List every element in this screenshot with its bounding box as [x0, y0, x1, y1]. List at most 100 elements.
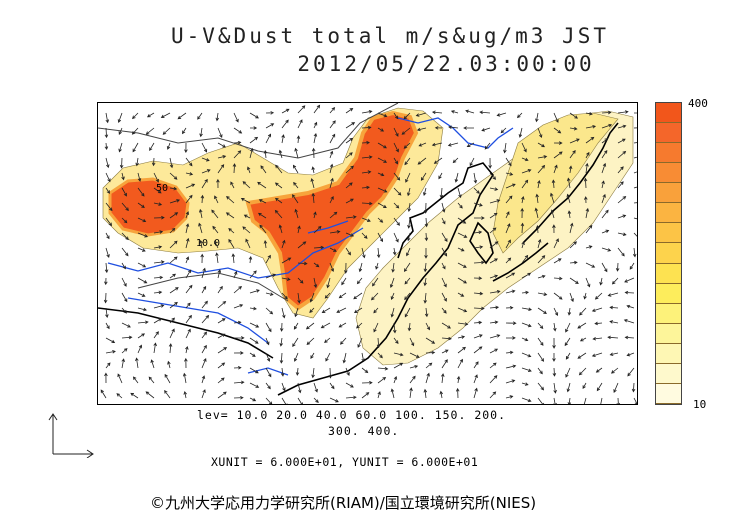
wind-vector: [505, 195, 513, 204]
wind-vector: [377, 366, 389, 371]
wind-vector: [358, 262, 363, 273]
wind-vector: [376, 337, 381, 349]
wind-vector: [404, 292, 411, 301]
wind-vector: [407, 202, 411, 213]
wind-vector: [409, 364, 419, 369]
wind-vector: [246, 166, 251, 174]
wind-vector: [552, 352, 556, 362]
wind-vector: [594, 321, 603, 326]
wind-vector: [185, 345, 189, 354]
wind-vector: [578, 367, 587, 376]
wind-vector: [100, 389, 107, 399]
wind-vector: [585, 245, 593, 249]
wind-vector: [403, 262, 411, 272]
wind-vector: [345, 382, 354, 388]
wind-vector: [311, 367, 315, 379]
wind-vector: [377, 376, 387, 384]
wind-vector: [233, 351, 244, 355]
wind-vector: [257, 212, 267, 219]
wind-vector: [457, 277, 467, 284]
wind-vector: [489, 320, 499, 325]
wind-vector: [361, 155, 373, 159]
wind-vector: [185, 172, 194, 176]
wind-vector: [473, 334, 483, 339]
wind-vector: [153, 290, 163, 295]
wind-vector: [417, 157, 427, 165]
wind-vector: [611, 277, 619, 285]
wind-vector: [457, 307, 468, 313]
wind-vector: [137, 344, 143, 354]
wind-vector: [169, 212, 179, 219]
wind-vector: [569, 260, 578, 265]
wind-vector: [607, 335, 619, 340]
wind-vector: [473, 216, 485, 220]
wind-vector: [457, 335, 466, 339]
wind-vector: [466, 142, 475, 147]
wind-vector: [473, 172, 478, 184]
wind-vector: [105, 350, 116, 354]
wind-vector: [423, 388, 428, 399]
wind-vector: [553, 382, 557, 394]
wind-vector: [521, 367, 532, 372]
wind-vector: [233, 140, 242, 145]
wind-vector: [505, 183, 516, 189]
wind-vector: [489, 227, 497, 234]
wind-vector: [569, 112, 578, 119]
wind-vector: [345, 215, 357, 219]
wind-vector: [281, 307, 286, 319]
wind-vector: [469, 157, 475, 167]
wind-vector: [585, 124, 597, 129]
wind-vector: [585, 224, 593, 234]
wind-vector: [104, 142, 109, 151]
wind-vector: [632, 247, 637, 258]
wind-vector: [617, 110, 629, 114]
wind-vector: [633, 127, 637, 129]
wind-vector: [160, 112, 171, 118]
wind-vector: [169, 328, 175, 339]
wind-vector: [489, 375, 498, 384]
wind-vector: [481, 127, 491, 132]
wind-vector: [393, 232, 399, 243]
wind-vector: [265, 367, 272, 378]
wind-vector: [473, 387, 478, 399]
wind-vector: [633, 232, 637, 237]
wind-vector: [248, 256, 253, 264]
wind-vector: [582, 382, 587, 390]
wind-vector: [169, 199, 181, 204]
wind-vector: [217, 377, 225, 384]
wind-vector: [198, 222, 203, 234]
wind-vector: [345, 165, 354, 174]
wind-vector: [375, 262, 379, 270]
wind-vector: [377, 187, 388, 193]
color-scale-segment: [656, 303, 681, 324]
wind-vector: [249, 136, 259, 144]
wind-vector: [609, 320, 619, 324]
wind-vector: [280, 367, 285, 377]
wind-vector: [185, 302, 191, 309]
wind-vector: [105, 217, 113, 227]
wind-vector: [313, 382, 318, 393]
wind-vector: [336, 307, 347, 313]
wind-vector: [249, 337, 259, 344]
wind-vector: [403, 112, 411, 120]
wind-vector: [416, 127, 427, 132]
wind-vector: [146, 112, 155, 118]
wind-vector: [565, 367, 571, 378]
wind-vector: [217, 155, 227, 159]
wind-vector: [169, 273, 177, 279]
wind-vector: [361, 140, 370, 145]
wind-vector: [465, 109, 475, 114]
wind-vector: [431, 142, 443, 147]
wind-vector: [153, 260, 165, 264]
wind-vector: [228, 238, 235, 249]
wind-vector: [169, 287, 179, 294]
wind-vector: [377, 172, 385, 177]
wind-vector: [615, 262, 620, 272]
wind-vector: [592, 336, 603, 341]
wind-vector: [169, 240, 178, 249]
wind-vector: [313, 225, 322, 234]
wind-vector: [441, 247, 448, 257]
wind-vector: [626, 352, 635, 357]
wind-vector: [329, 382, 335, 390]
wind-vector: [242, 226, 251, 234]
